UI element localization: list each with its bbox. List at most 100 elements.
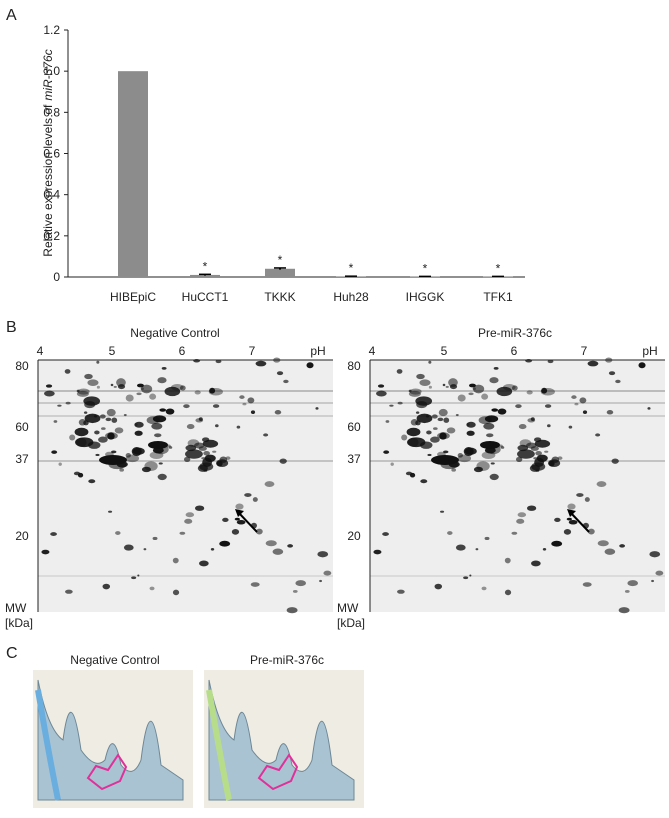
gel-spot bbox=[219, 540, 231, 547]
gel-spot bbox=[242, 402, 247, 406]
gel-spot bbox=[215, 424, 219, 428]
gel-spot bbox=[134, 430, 143, 436]
gel-spot bbox=[473, 466, 483, 473]
gel-spot bbox=[571, 395, 577, 399]
gel-spot bbox=[170, 384, 184, 391]
x-tick-label: TKKK bbox=[264, 290, 295, 304]
mw-label: 37 bbox=[15, 452, 29, 466]
gel-spot bbox=[168, 446, 173, 449]
gel-spot bbox=[597, 540, 609, 547]
gel-spot bbox=[137, 574, 140, 577]
gel-spot bbox=[183, 456, 191, 462]
gel-spot bbox=[440, 510, 445, 513]
gel-spot bbox=[446, 427, 456, 434]
gel-spot bbox=[76, 389, 80, 393]
gel-spot bbox=[415, 396, 433, 406]
gel-spot bbox=[406, 427, 421, 437]
y-tick-label: 1.0 bbox=[43, 64, 60, 78]
gel-spot bbox=[146, 416, 160, 425]
gel-spot bbox=[143, 548, 147, 551]
gel-spot bbox=[376, 390, 387, 397]
gel-spot bbox=[125, 453, 131, 458]
significance-mark: * bbox=[278, 253, 283, 267]
gel-spot bbox=[431, 414, 438, 419]
gel-spot bbox=[152, 536, 158, 541]
gel-streak bbox=[38, 402, 333, 404]
gel-spot bbox=[475, 548, 479, 551]
gel-spot bbox=[111, 450, 117, 454]
x-tick-label: IHGGK bbox=[406, 290, 445, 304]
gel-spot bbox=[283, 379, 289, 384]
gel-spot bbox=[292, 589, 298, 593]
gel-spot bbox=[554, 517, 561, 522]
gel-spot bbox=[582, 410, 588, 415]
panel-label: B bbox=[6, 319, 17, 336]
gel-spot bbox=[595, 433, 601, 437]
gel-spot bbox=[184, 518, 193, 524]
gel-streak bbox=[38, 575, 333, 577]
gel-spot bbox=[73, 471, 81, 476]
gel-spot bbox=[141, 466, 151, 473]
ph-label: 6 bbox=[179, 344, 186, 358]
gel-streak bbox=[370, 402, 665, 404]
gel-spot bbox=[202, 457, 213, 468]
gel-spot bbox=[57, 404, 62, 407]
gel-spot bbox=[596, 481, 607, 487]
gel-spot bbox=[84, 413, 101, 424]
gel-spot bbox=[123, 413, 127, 417]
gel-spot bbox=[183, 404, 190, 409]
gel-spot bbox=[185, 512, 195, 518]
gel-spot bbox=[531, 560, 541, 567]
gel-spot bbox=[491, 408, 499, 412]
gel-spot bbox=[106, 408, 116, 417]
gel-spot bbox=[638, 362, 646, 369]
y-tick-label: 0 bbox=[53, 270, 60, 284]
gel-spot bbox=[198, 417, 203, 421]
gel-spot bbox=[157, 473, 167, 481]
gel-spot bbox=[486, 433, 494, 438]
gel-spot bbox=[428, 360, 432, 364]
gel-spot bbox=[250, 582, 260, 587]
gel-spot bbox=[481, 393, 489, 400]
gel-spot bbox=[111, 417, 118, 423]
mw-label: 20 bbox=[15, 529, 29, 543]
gel-streak bbox=[370, 575, 665, 577]
gel-spot bbox=[140, 387, 144, 391]
gel-spot bbox=[76, 390, 89, 397]
x-tick-label: TFK1 bbox=[483, 290, 513, 304]
arrow-head bbox=[235, 509, 244, 517]
gel-spot bbox=[534, 457, 545, 468]
view-title: Pre-miR-376c bbox=[250, 653, 324, 667]
gel-spot bbox=[199, 560, 209, 567]
gel-spot bbox=[113, 385, 117, 388]
view-title: Negative Control bbox=[70, 653, 159, 667]
gel-spot bbox=[566, 517, 572, 521]
mw-unit: [kDa] bbox=[337, 616, 365, 630]
gel-spot bbox=[389, 404, 394, 407]
gel-spot bbox=[587, 360, 599, 367]
gel-image bbox=[38, 360, 333, 612]
gel-spot bbox=[180, 385, 186, 391]
gel-spot bbox=[416, 373, 425, 380]
gel-spot bbox=[619, 544, 626, 548]
x-tick-label: HIBEpiC bbox=[110, 290, 156, 304]
gel-spot bbox=[110, 383, 114, 387]
gel-spot bbox=[655, 570, 664, 576]
gel-spot bbox=[134, 423, 138, 426]
gel-spot bbox=[172, 557, 179, 564]
gel-spot bbox=[466, 423, 470, 426]
gel-spot bbox=[401, 434, 408, 441]
gel-spot bbox=[231, 529, 240, 535]
gel-spot bbox=[526, 442, 537, 449]
gel-spot bbox=[478, 416, 492, 425]
gel-spot bbox=[149, 586, 155, 591]
gel-spot bbox=[473, 384, 485, 394]
gel-spot bbox=[530, 417, 535, 421]
gel-spot bbox=[489, 473, 499, 481]
gel-spot bbox=[101, 427, 106, 430]
gel-spot bbox=[65, 589, 73, 594]
gel-spot bbox=[102, 583, 111, 590]
surface-edge bbox=[35, 689, 61, 801]
gel-spot bbox=[219, 456, 228, 463]
gel-spot bbox=[624, 589, 630, 593]
